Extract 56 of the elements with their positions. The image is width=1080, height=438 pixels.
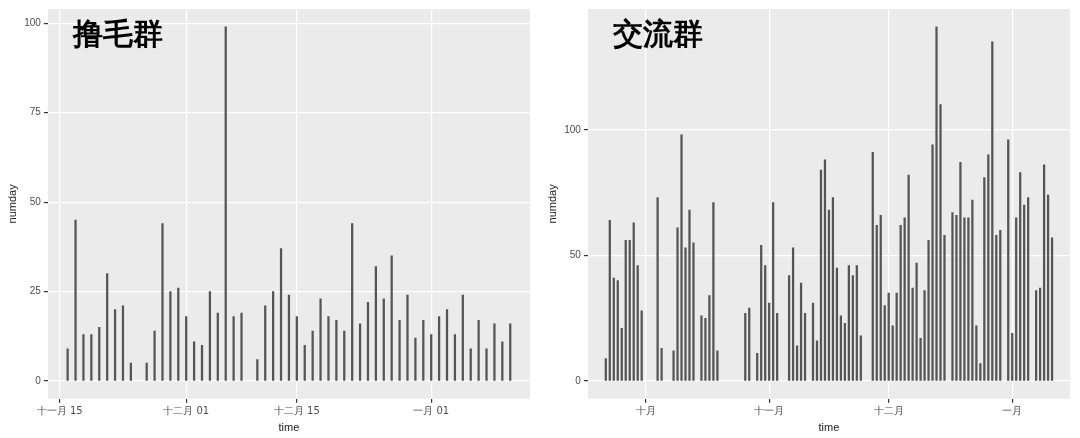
bar — [891, 325, 894, 381]
bar — [680, 134, 683, 381]
bar — [82, 334, 85, 381]
bar — [319, 298, 322, 381]
x-tick-label: 十月 — [635, 405, 656, 417]
x-tick-label: 一月 01 — [413, 405, 450, 417]
bar — [935, 26, 938, 381]
bar — [398, 319, 401, 381]
bar — [501, 341, 504, 381]
bar — [74, 219, 77, 381]
bar — [153, 330, 156, 381]
y-tick-label: 0 — [575, 374, 582, 386]
x-tick-label: 十二月 — [873, 405, 904, 417]
bar — [406, 294, 409, 381]
x-tick-label: 一月 — [1002, 405, 1023, 417]
x-axis-title: time — [278, 421, 300, 434]
y-tick-label: 100 — [24, 16, 42, 28]
y-tick-label: 75 — [29, 106, 42, 118]
bar — [485, 348, 488, 381]
bar — [493, 323, 496, 381]
bar — [700, 315, 703, 381]
bar — [430, 334, 433, 381]
bar — [327, 316, 330, 381]
bar — [232, 316, 235, 381]
bar — [979, 363, 982, 381]
bar — [712, 202, 715, 381]
bar — [453, 334, 457, 381]
bar — [915, 262, 918, 381]
y-tick-label: 100 — [564, 123, 582, 135]
x-tick-label: 十一月 — [754, 405, 785, 417]
bar — [161, 223, 164, 381]
x-axis-title: time — [818, 421, 840, 434]
bar — [656, 197, 659, 381]
bar — [477, 319, 480, 381]
bar — [240, 312, 243, 381]
y-tick-label: 50 — [569, 249, 582, 261]
chart-title: 交流群 — [611, 15, 703, 51]
x-tick-label: 十二月 01 — [163, 405, 210, 417]
y-axis-title: numday — [545, 183, 558, 224]
x-tick-label: 十二月 15 — [273, 405, 320, 417]
bar — [951, 212, 954, 381]
bar — [414, 337, 417, 381]
bar — [192, 341, 196, 381]
bar — [959, 162, 962, 381]
y-tick-label: 0 — [35, 374, 42, 386]
bar — [90, 334, 93, 381]
bar — [169, 291, 172, 381]
x-tick-label: 十一月 15 — [36, 405, 83, 417]
bar — [971, 199, 974, 381]
bar — [256, 359, 259, 381]
bar — [604, 358, 607, 381]
y-tick-label: 50 — [29, 195, 42, 207]
y-tick-label: 25 — [29, 285, 42, 297]
bar — [688, 209, 691, 381]
y-axis-title: numday — [5, 183, 18, 224]
chart-title: 撸毛群 — [71, 15, 163, 51]
